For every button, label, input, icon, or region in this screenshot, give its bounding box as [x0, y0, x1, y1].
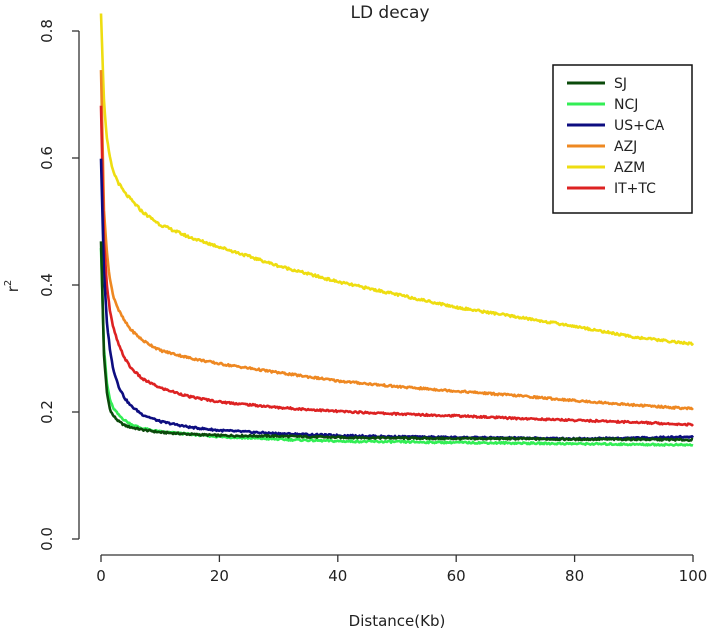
- y-axis-label-main: r: [4, 285, 22, 292]
- y-axis-ticks: 0.0 0.2 0.4 0.6 0.8: [38, 19, 79, 551]
- series-line-sj: [99, 241, 694, 443]
- y-axis-label-superscript: 2: [3, 280, 14, 286]
- legend-items: SJ NCJ US+CA AZJ AZM IT+TC: [567, 76, 665, 197]
- legend-label: NCJ: [614, 97, 638, 113]
- y-tick-label: 0.4: [38, 273, 56, 297]
- legend-label: AZJ: [614, 139, 637, 155]
- series-line-it-tc: [99, 105, 694, 427]
- y-tick-label: 0.2: [38, 400, 56, 424]
- series-line-ncj: [99, 248, 694, 447]
- x-tick-label: 100: [679, 567, 708, 585]
- x-tick-label: 40: [328, 567, 347, 585]
- chart-axes: 0 20 40 60 80 100 0.0 0.2 0.4 0.6 0.8: [38, 19, 707, 585]
- series-line-azm: [99, 13, 695, 346]
- x-axis-ticks: 0 20 40 60 80 100: [96, 555, 707, 585]
- y-tick-label: 0.6: [38, 146, 56, 170]
- y-tick-label: 0.8: [38, 19, 56, 43]
- legend-label: AZM: [614, 160, 645, 176]
- y-axis-label: r2: [3, 280, 22, 293]
- x-tick-label: 60: [447, 567, 466, 585]
- series-lines: [99, 13, 695, 447]
- legend: SJ NCJ US+CA AZJ AZM IT+TC: [552, 64, 693, 214]
- chart-title: LD decay: [350, 3, 429, 23]
- legend-label: US+CA: [614, 118, 665, 134]
- y-tick-label: 0.0: [38, 527, 56, 551]
- x-axis-label: Distance(Kb): [349, 612, 446, 630]
- x-tick-label: 80: [565, 567, 584, 585]
- series-line-azj: [99, 70, 694, 411]
- x-tick-label: 0: [96, 567, 106, 585]
- legend-label: IT+TC: [614, 181, 656, 197]
- x-tick-label: 20: [210, 567, 229, 585]
- legend-label: SJ: [614, 76, 627, 92]
